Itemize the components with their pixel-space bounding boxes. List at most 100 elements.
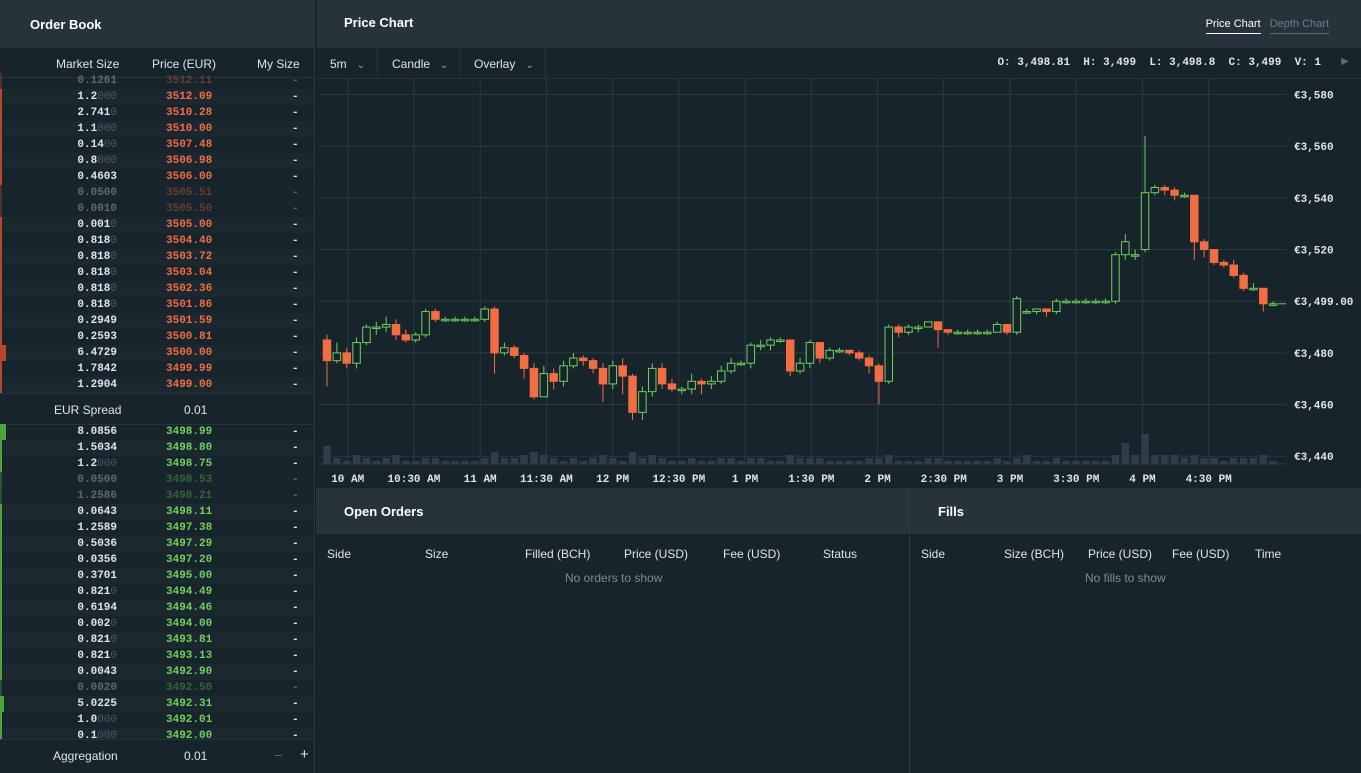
market-size: 0.6194 — [77, 602, 117, 614]
ask-row[interactable]: 0.0010 3505.00 - — [0, 217, 314, 233]
ask-row[interactable]: 0.8180 3503.04 - — [0, 265, 314, 281]
ask-row[interactable]: 2.7410 3510.28 - — [0, 105, 314, 121]
ask-row[interactable]: 1.2904 3499.00 - — [0, 377, 314, 393]
candle-up — [726, 362, 736, 372]
candle-up — [332, 352, 342, 362]
ask-row[interactable]: 0.2593 3500.81 - — [0, 329, 314, 345]
market-size-padding: 0 — [110, 219, 117, 231]
ask-row[interactable]: 1.1000 3510.00 - — [0, 121, 314, 137]
my-size: - — [292, 570, 299, 582]
market-size-value: 0.818 — [77, 283, 111, 295]
bid-row[interactable]: 0.0356 3497.20 - — [0, 552, 314, 568]
ask-row[interactable]: 0.4603 3506.00 - — [0, 169, 314, 185]
oo-col-fee: Fee (USD) — [723, 547, 781, 561]
bid-row[interactable]: 0.0043 3492.90 - — [0, 664, 314, 680]
bid-row[interactable]: 0.0643 3498.11 - — [0, 504, 314, 520]
my-size: - — [292, 107, 299, 119]
volume-bar — [727, 458, 735, 464]
aggregation-decrease-button[interactable]: − — [274, 747, 283, 763]
volume-bar — [1111, 455, 1120, 464]
price-header[interactable]: Price (EUR) — [152, 57, 217, 71]
bid-row[interactable]: 0.0020 3494.00 - — [0, 616, 314, 632]
bid-row[interactable]: 5.0225 3492.31 - — [0, 696, 314, 712]
chart-type-dropdown[interactable]: Candle ⌄ — [378, 48, 460, 78]
my-size-header[interactable]: My Size — [257, 57, 300, 71]
bid-row[interactable]: 0.5036 3497.29 - — [0, 536, 314, 552]
market-size: 6.4729 — [77, 347, 117, 359]
ask-row[interactable]: 0.0500 3505.51 - — [0, 185, 314, 201]
volume-bar — [1190, 455, 1199, 464]
ask-row[interactable]: 1.7842 3499.99 - — [0, 361, 314, 377]
bid-row[interactable]: 0.3701 3495.00 - — [0, 568, 314, 584]
ask-row[interactable]: 0.1261 3512.11 - — [0, 73, 314, 89]
candle-down — [431, 311, 440, 320]
candle-down — [1229, 264, 1238, 276]
depth-bar — [0, 153, 2, 169]
bid-row[interactable]: 8.0856 3498.99 - — [0, 424, 314, 440]
my-size: - — [292, 267, 299, 279]
volume-bar — [589, 458, 597, 464]
candle-up — [1081, 300, 1091, 304]
market-size-padding: 000 — [97, 155, 117, 167]
price: 3502.36 — [166, 283, 213, 295]
oo-col-size: Size — [425, 547, 449, 561]
candle-up — [608, 365, 618, 385]
volume-bar — [1210, 458, 1218, 464]
ask-row[interactable]: 0.8180 3502.36 - — [0, 281, 314, 297]
ask-row[interactable]: 1.2000 3512.09 - — [0, 89, 314, 105]
bid-row[interactable]: 0.0020 3492.50 - — [0, 680, 314, 696]
ask-row[interactable]: 0.0010 3505.50 - — [0, 201, 314, 217]
candle-down — [864, 357, 874, 367]
ask-row[interactable]: 6.4729 3500.00 - — [0, 345, 314, 361]
candle-down — [1190, 194, 1199, 243]
market-size-padding: 0 — [110, 283, 117, 295]
ask-row[interactable]: 0.2949 3501.59 - — [0, 313, 314, 329]
tab-depth-chart[interactable]: Depth Chart — [1269, 18, 1329, 34]
bid-row[interactable]: 0.8210 3493.13 - — [0, 648, 314, 664]
price: 3498.11 — [166, 506, 213, 518]
candle-up — [776, 339, 785, 342]
overlay-dropdown[interactable]: Overlay ⌄ — [460, 48, 546, 78]
ask-row[interactable]: 0.8180 3504.40 - — [0, 233, 314, 249]
bid-row[interactable]: 0.8210 3494.49 - — [0, 584, 314, 600]
low-value: 3,498.8 — [1169, 57, 1216, 69]
market-size-value: 1.7842 — [77, 363, 117, 375]
market-size-value: 0.8 — [77, 155, 98, 167]
ask-row[interactable]: 0.1400 3507.48 - — [0, 137, 314, 153]
interval-dropdown[interactable]: 5m ⌄ — [316, 48, 378, 78]
depth-bar — [0, 297, 2, 313]
candlestick-chart[interactable]: €3,580 €3,560 €3,540 €3,520 €3,499.00 €3,480 €… — [316, 79, 1361, 488]
volume-bar — [1220, 461, 1228, 464]
candle-up — [835, 349, 844, 353]
volume-bar — [490, 452, 499, 464]
bid-row[interactable]: 0.6194 3494.46 - — [0, 600, 314, 616]
market-size-value: 0.821 — [77, 650, 111, 662]
depth-bar — [0, 504, 2, 520]
my-size: - — [292, 235, 299, 247]
bid-row[interactable]: 1.2000 3498.75 - — [0, 456, 314, 472]
price: 3504.40 — [166, 235, 213, 247]
play-icon[interactable]: ▶ — [1341, 56, 1349, 67]
bid-row[interactable]: 0.8210 3493.81 - — [0, 632, 314, 648]
ask-row[interactable]: 0.8180 3503.72 - — [0, 249, 314, 265]
bid-row[interactable]: 0.0500 3498.53 - — [0, 472, 314, 488]
bid-row[interactable]: 1.0000 3492.01 - — [0, 712, 314, 728]
bid-row[interactable]: 1.2586 3498.21 - — [0, 488, 314, 504]
bid-row[interactable]: 1.2589 3497.38 - — [0, 520, 314, 536]
ask-row[interactable]: 0.8180 3501.86 - — [0, 297, 314, 313]
market-size: 1.2904 — [77, 379, 117, 391]
candle-up — [381, 323, 391, 328]
bid-row[interactable]: 1.5034 3498.80 - — [0, 440, 314, 456]
volume-bar — [461, 461, 469, 464]
fills-col-price: Price (USD) — [1088, 547, 1153, 561]
candle-down — [322, 339, 332, 362]
volume-bar — [1200, 458, 1208, 464]
ask-row[interactable]: 0.8000 3506.98 - — [0, 153, 314, 169]
candle-down — [490, 308, 499, 354]
market-size-padding: 0 — [110, 251, 117, 263]
market-size-header[interactable]: Market Size — [56, 57, 120, 71]
candle-up — [1130, 254, 1140, 257]
volume-bar — [993, 458, 1001, 464]
tab-price-chart[interactable]: Price Chart — [1205, 18, 1261, 34]
aggregation-increase-button[interactable]: + — [300, 746, 309, 763]
